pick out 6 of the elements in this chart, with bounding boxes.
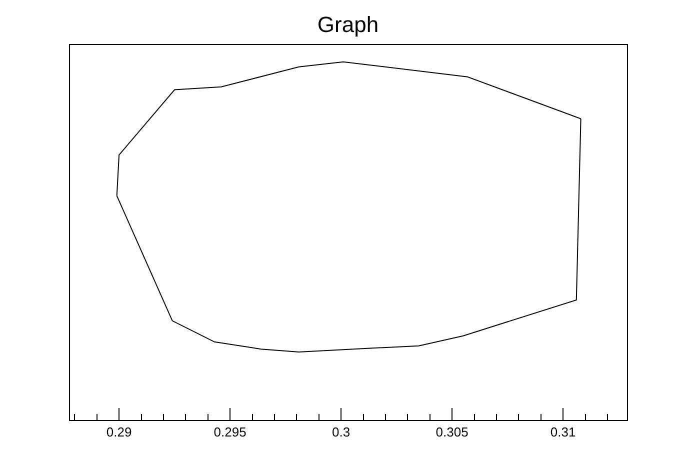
x-tick-label: 0.305: [436, 424, 468, 440]
x-tick-label: 0.29: [106, 424, 132, 440]
x-tick-label: 0.295: [214, 424, 246, 440]
chart-title: Graph: [317, 12, 379, 37]
x-tick-label: 0.3: [332, 424, 350, 440]
x-tick-label: 0.31: [550, 424, 576, 440]
